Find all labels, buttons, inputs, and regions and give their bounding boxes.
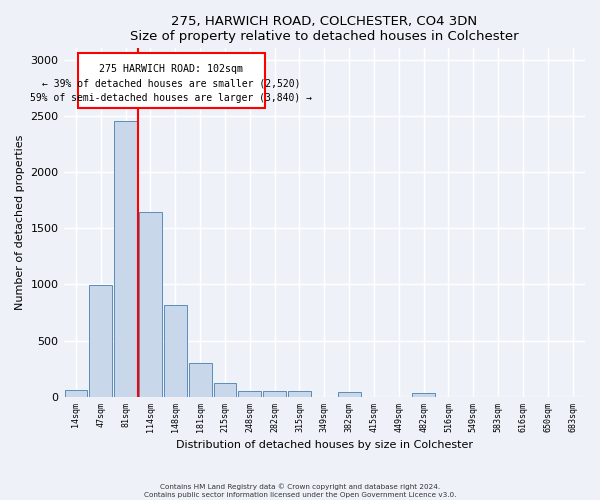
- Text: Contains HM Land Registry data © Crown copyright and database right 2024.
Contai: Contains HM Land Registry data © Crown c…: [144, 484, 456, 498]
- Text: ← 39% of detached houses are smaller (2,520): ← 39% of detached houses are smaller (2,…: [42, 78, 301, 88]
- Bar: [263, 391, 286, 397]
- Bar: [188, 362, 212, 397]
- Text: 275 HARWICH ROAD: 102sqm: 275 HARWICH ROAD: 102sqm: [100, 64, 244, 74]
- Bar: [65, 390, 88, 397]
- Bar: [89, 285, 112, 397]
- Y-axis label: Number of detached properties: Number of detached properties: [15, 135, 25, 310]
- Title: 275, HARWICH ROAD, COLCHESTER, CO4 3DN
Size of property relative to detached hou: 275, HARWICH ROAD, COLCHESTER, CO4 3DN S…: [130, 15, 518, 43]
- Bar: [139, 212, 162, 397]
- Text: 59% of semi-detached houses are larger (3,840) →: 59% of semi-detached houses are larger (…: [31, 93, 313, 103]
- Bar: [78, 54, 265, 108]
- Bar: [164, 304, 187, 397]
- Bar: [338, 392, 361, 397]
- Bar: [412, 394, 435, 397]
- Bar: [288, 391, 311, 397]
- X-axis label: Distribution of detached houses by size in Colchester: Distribution of detached houses by size …: [176, 440, 473, 450]
- Bar: [238, 390, 261, 397]
- Bar: [114, 122, 137, 397]
- Bar: [214, 384, 236, 397]
